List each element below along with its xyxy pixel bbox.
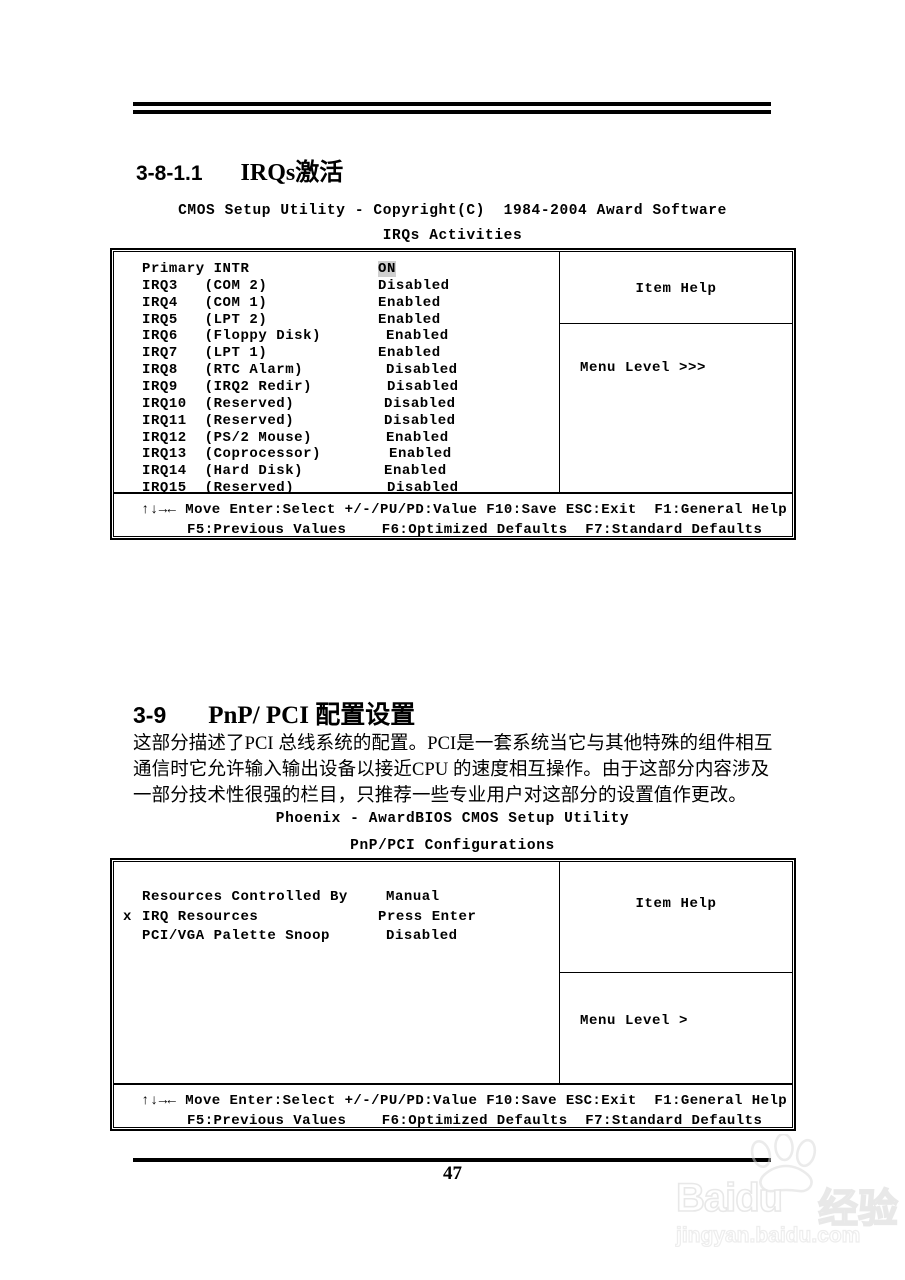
bios-pnp-settings-panel: Resources Controlled By Manual x IRQ Resour…	[114, 862, 560, 1083]
bios-pnp-help-body: Menu Level >	[560, 973, 792, 1082]
bios-row-value[interactable]: Enabled	[378, 294, 441, 311]
bios-row-value[interactable]: Enabled	[378, 345, 441, 362]
bios-pnp-help-panel: Item Help Menu Level >	[560, 862, 792, 1083]
bios-screen-irqs-inner: Primary INTR ON IRQ3 (COM 2) Disabled IRQ4 (…	[113, 251, 793, 538]
bios-pnp-subtitle: PnP/PCI Configurations	[350, 838, 555, 854]
bios-row-marker: x	[123, 908, 132, 925]
bios-setting-row[interactable]: IRQ5 (LPT 2) Enabled	[114, 312, 559, 329]
section-paragraph-pnp: 这部分描述了PCI 总线系统的配置。PCI是一套系统当它与其他特殊的组件相互 通信…	[133, 731, 775, 809]
footer-rule	[133, 1158, 771, 1162]
bios-row-label: IRQ7 (LPT 1)	[142, 345, 268, 362]
bios-setting-row[interactable]: x IRQ Resources Press Enter	[114, 909, 559, 926]
section-number-irqs: 3-8-1.1	[136, 162, 203, 185]
baidu-watermark-url: jingyan.baidu.com	[675, 1223, 861, 1247]
bios-irqs-footer: ↑↓→← Move Enter:Select +/-/PU/PD:Value F…	[114, 492, 792, 538]
bios-row-value-selected[interactable]: ON	[378, 261, 396, 277]
bios-row-value[interactable]: Disabled	[384, 412, 456, 429]
section-number-pnp: 3-9	[133, 702, 167, 728]
bios-row-value[interactable]: Disabled	[387, 480, 459, 492]
bios-row-label: IRQ11 (Reserved)	[142, 412, 295, 429]
bios-row-label: IRQ13 (Coprocessor)	[142, 446, 322, 463]
bios-pnp-menu-level: Menu Level >	[580, 1013, 689, 1029]
bios-setting-row[interactable]: IRQ3 (COM 2) Disabled	[114, 278, 559, 295]
section-heading-irqs: 3-8-1.1 IRQs激活	[136, 152, 343, 187]
bios-row-value[interactable]: Enabled	[386, 328, 449, 345]
bios-irqs-help-body: Menu Level >>>	[560, 324, 792, 491]
paragraph-line: 一部分技术性很强的栏目，只推荐一些专业用户对这部分的设置值作更改。	[133, 786, 747, 806]
bios-row-value[interactable]: Manual	[386, 889, 440, 905]
bios-row-value[interactable]: Enabled	[389, 446, 452, 463]
bios-row-value[interactable]: Disabled	[384, 395, 456, 412]
bios-row-label: IRQ15 (Reserved)	[142, 480, 295, 492]
bios-row-value[interactable]: Disabled	[378, 277, 450, 294]
bios-pnp-body: Resources Controlled By Manual x IRQ Resour…	[114, 862, 792, 1083]
bios-screen-irqs: Primary INTR ON IRQ3 (COM 2) Disabled IRQ4 (…	[110, 248, 796, 540]
bios-row-value[interactable]: Enabled	[378, 311, 441, 328]
bios-setting-row[interactable]: IRQ13 (Coprocessor) Enabled	[114, 446, 559, 463]
bios-row-label: Resources Controlled By	[142, 889, 348, 905]
bios-row-label: Primary INTR	[142, 261, 250, 277]
bios-irqs-help-panel: Item Help Menu Level >>>	[560, 252, 792, 492]
header-rule	[133, 102, 771, 114]
bios-row-label: IRQ8 (RTC Alarm)	[142, 362, 304, 379]
bios-setting-row[interactable]: IRQ6 (Floppy Disk) Enabled	[114, 328, 559, 345]
bios-pnp-item-help-header: Item Help	[560, 862, 792, 973]
header-rule-line-bottom	[133, 110, 771, 114]
bios-setting-row[interactable]: IRQ11 (Reserved) Disabled	[114, 413, 559, 430]
bios-row-label: IRQ4 (COM 1)	[142, 294, 268, 311]
baidu-watermark: Baidu 经验 jingyan.baidu.com	[668, 1134, 905, 1256]
bios-irqs-settings-panel: Primary INTR ON IRQ3 (COM 2) Disabled IRQ4 (…	[114, 252, 560, 492]
bios-setting-row[interactable]: IRQ4 (COM 1) Enabled	[114, 295, 559, 312]
bios-irqs-menu-level: Menu Level >>>	[580, 360, 707, 376]
section-heading-pnp: 3-9 PnP/ PCI 配置设置	[133, 695, 415, 731]
bios-row-label: IRQ12 (PS/2 Mouse)	[142, 429, 313, 446]
bios-setting-row[interactable]: IRQ8 (RTC Alarm) Disabled	[114, 362, 559, 379]
bios-screen-pnp-inner: Resources Controlled By Manual x IRQ Resour…	[113, 861, 793, 1129]
bios-row-value[interactable]: Press Enter	[378, 908, 477, 925]
bios-irqs-item-help-header: Item Help	[560, 252, 792, 324]
bios-row-label: IRQ3 (COM 2)	[142, 277, 268, 294]
bios-pnp-footer-line1: ↑↓→← Move Enter:Select +/-/PU/PD:Value F…	[141, 1093, 788, 1109]
bios-setting-row[interactable]: IRQ9 (IRQ2 Redir) Disabled	[114, 379, 559, 396]
bios-irqs-body: Primary INTR ON IRQ3 (COM 2) Disabled IRQ4 (…	[114, 252, 792, 492]
bios-setting-row[interactable]: IRQ12 (PS/2 Mouse) Enabled	[114, 430, 559, 447]
bios-irqs-item-help-label: Item Help	[635, 281, 717, 297]
bios-irqs-title: CMOS Setup Utility - Copyright(C) 1984-2…	[178, 203, 727, 219]
bios-pnp-footer: ↑↓→← Move Enter:Select +/-/PU/PD:Value F…	[114, 1083, 792, 1129]
bios-row-label: IRQ10 (Reserved)	[142, 395, 295, 412]
bios-row-label: IRQ Resources	[142, 908, 259, 925]
section-title-pnp: PnP/ PCI 配置设置	[208, 702, 416, 729]
bios-setting-row[interactable]: Primary INTR ON	[114, 261, 559, 278]
bios-setting-row[interactable]: Resources Controlled By Manual	[114, 889, 559, 906]
bios-setting-row[interactable]: IRQ10 (Reserved) Disabled	[114, 396, 559, 413]
bios-irqs-footer-line1: ↑↓→← Move Enter:Select +/-/PU/PD:Value F…	[141, 502, 788, 518]
bios-row-label: IRQ5 (LPT 2)	[142, 311, 268, 328]
bios-row-label: IRQ6 (Floppy Disk)	[142, 328, 322, 345]
bios-row-label: IRQ14 (Hard Disk)	[142, 463, 304, 480]
bios-setting-row[interactable]: IRQ14 (Hard Disk) Enabled	[114, 463, 559, 480]
section-title-irqs: IRQs激活	[240, 160, 344, 186]
bios-setting-row[interactable]: IRQ7 (LPT 1) Enabled	[114, 345, 559, 362]
page-number: 47	[443, 1163, 462, 1184]
bios-row-value[interactable]: Disabled	[386, 928, 458, 944]
bios-row-label: IRQ9 (IRQ2 Redir)	[142, 378, 313, 395]
bios-row-value[interactable]: Enabled	[384, 463, 447, 480]
bios-row-value[interactable]: Disabled	[386, 362, 458, 379]
bios-setting-row[interactable]: IRQ15 (Reserved) Disabled	[114, 480, 559, 492]
bios-irqs-subtitle: IRQs Activities	[382, 228, 523, 244]
bios-pnp-title: Phoenix - AwardBIOS CMOS Setup Utility	[275, 811, 630, 827]
bios-irqs-footer-line2: F5:Previous Values F6:Optimized Defaults…	[187, 522, 763, 538]
bios-screen-pnp: Resources Controlled By Manual x IRQ Resour…	[110, 858, 796, 1131]
header-rule-gap	[133, 106, 771, 110]
header-rule-line-top	[133, 102, 771, 106]
bios-setting-row[interactable]: PCI/VGA Palette Snoop Disabled	[114, 928, 559, 945]
bios-row-label: PCI/VGA Palette Snoop	[142, 928, 330, 944]
bios-pnp-footer-line2: F5:Previous Values F6:Optimized Defaults…	[187, 1113, 763, 1129]
bios-row-value[interactable]: Disabled	[387, 378, 459, 395]
paragraph-line: 这部分描述了PCI 总线系统的配置。PCI是一套系统当它与其他特殊的组件相互	[133, 734, 773, 754]
bios-row-value[interactable]: Enabled	[386, 429, 449, 446]
bios-pnp-item-help-label: Item Help	[635, 896, 717, 912]
paragraph-line: 通信时它允许输入输出设备以接近CPU 的速度相互操作。由于这部分内容涉及	[133, 760, 770, 780]
